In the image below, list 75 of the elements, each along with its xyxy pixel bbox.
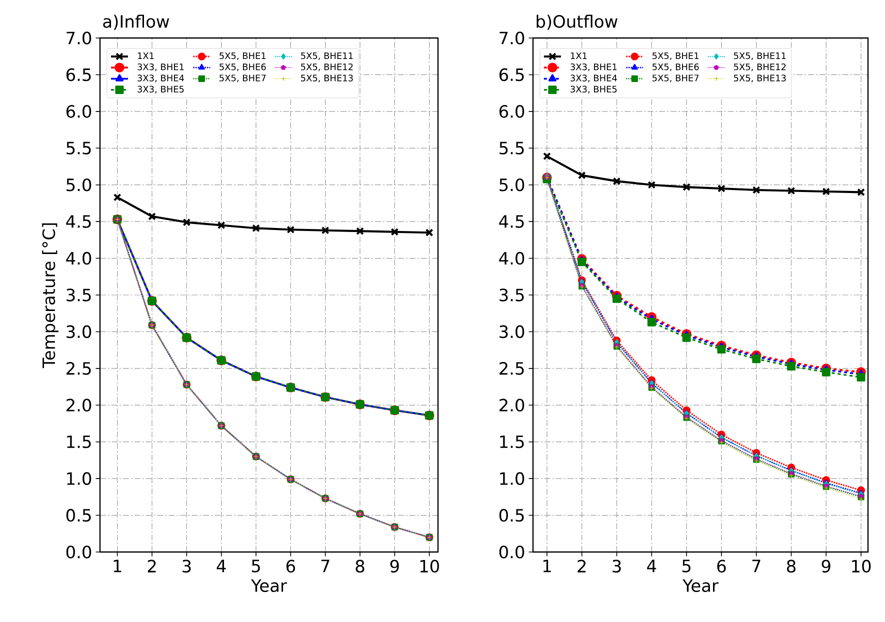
y-tick-label: 7.0 xyxy=(66,32,92,44)
legend-label: 3X3, BHE5 xyxy=(138,86,184,94)
y-tick-label: 6.0 xyxy=(66,105,92,118)
x-tick-label: 4 xyxy=(647,560,656,572)
y-tick-label: 4.5 xyxy=(499,215,524,228)
y-tick-label: 0.5 xyxy=(499,508,524,522)
x-tick-label: 3 xyxy=(612,560,621,573)
legend-label: 5X5, BHE7 xyxy=(652,74,699,82)
legend-label: 5X5, BHE11 xyxy=(734,52,786,60)
y-tick-label: 4.5 xyxy=(66,215,91,228)
y-tick-label: 5.0 xyxy=(500,178,524,192)
y-tick-label: 2.0 xyxy=(500,398,524,412)
y-tick-label: 0.5 xyxy=(66,508,91,522)
y-tick-label: 4.0 xyxy=(499,252,524,265)
legend-label: 5X5, BHE12 xyxy=(734,63,786,72)
legend-label: 5X5, BHE13 xyxy=(301,74,353,82)
legend-label: 3X3, BHE1 xyxy=(570,63,617,72)
legend-label: 1X1 xyxy=(138,52,154,60)
y-tick-label: 3.5 xyxy=(500,288,524,302)
y-tick-label: 2.0 xyxy=(66,398,92,412)
x-tick-label: 2 xyxy=(578,560,586,572)
x-tick-label: 10 xyxy=(852,560,871,573)
y-tick-label: 7.0 xyxy=(500,32,524,44)
x-tick-label: 10 xyxy=(420,560,439,573)
chart-title: a)Inflow xyxy=(103,14,170,30)
x-tick-label: 8 xyxy=(356,560,364,573)
x-tick-label: 6 xyxy=(717,560,726,573)
legend-label: 3X3, BHE4 xyxy=(138,74,184,82)
x-tick-label: 7 xyxy=(321,560,330,572)
x-tick-label: 3 xyxy=(182,560,191,573)
chart-title: b)Outflow xyxy=(536,14,618,30)
legend-label: 5X5, BHE13 xyxy=(734,74,786,82)
x-tick-label: 8 xyxy=(787,560,796,573)
y-tick-label: 1.5 xyxy=(67,436,91,448)
y-tick-label: 2.5 xyxy=(66,362,91,375)
x-tick-label: 7 xyxy=(752,560,760,572)
y-tick-label: 5.5 xyxy=(500,142,524,154)
x-tick-label: 2 xyxy=(148,560,156,572)
x-tick-label: 1 xyxy=(543,560,551,572)
legend-label: 5X5, BHE1 xyxy=(220,52,266,60)
x-axis-title: Year xyxy=(682,579,718,592)
y-tick-label: 4.0 xyxy=(66,252,92,265)
y-tick-label: 0.0 xyxy=(499,546,524,558)
legend-label: 1X1 xyxy=(570,52,587,60)
legend-label: 3X3, BHE4 xyxy=(570,74,617,82)
legend-label: 5X5, BHE1 xyxy=(652,52,698,60)
legend-label: 3X3, BHE1 xyxy=(138,63,184,72)
x-axis-title: Year xyxy=(251,579,287,592)
x-tick-label: 9 xyxy=(822,560,830,573)
legend-label: 5X5, BHE11 xyxy=(301,52,353,60)
y-tick-label: 3.0 xyxy=(66,325,92,338)
legend-label: 3X3, BHE5 xyxy=(570,86,617,94)
y-tick-label: 3.5 xyxy=(66,288,91,302)
x-tick-label: 1 xyxy=(114,560,122,572)
y-tick-label: 1.0 xyxy=(67,472,92,485)
y-tick-label: 6.0 xyxy=(499,105,524,118)
x-tick-label: 4 xyxy=(216,560,226,572)
x-tick-label: 6 xyxy=(286,560,295,573)
legend-label: 5X5, BHE7 xyxy=(220,74,266,82)
y-tick-label: 3.0 xyxy=(500,325,524,338)
y-tick-label: 6.5 xyxy=(499,68,524,82)
y-tick-label: 2.5 xyxy=(500,362,524,375)
y-tick-label: 1.5 xyxy=(500,436,524,448)
y-tick-label: 0.0 xyxy=(66,546,92,558)
x-tick-label: 9 xyxy=(390,560,399,573)
y-tick-label: 6.5 xyxy=(66,68,91,82)
legend-label: 5X5, BHE6 xyxy=(220,63,266,72)
legend-label: 5X5, BHE12 xyxy=(301,63,353,72)
y-axis-title: Temperature [°C] xyxy=(42,223,58,368)
legend-label: 5X5, BHE6 xyxy=(652,63,699,72)
y-tick-label: 5.5 xyxy=(66,142,91,154)
x-tick-label: 5 xyxy=(682,560,690,572)
x-tick-label: 5 xyxy=(252,560,260,572)
y-tick-label: 5.0 xyxy=(66,178,92,192)
y-tick-label: 1.0 xyxy=(500,472,524,485)
